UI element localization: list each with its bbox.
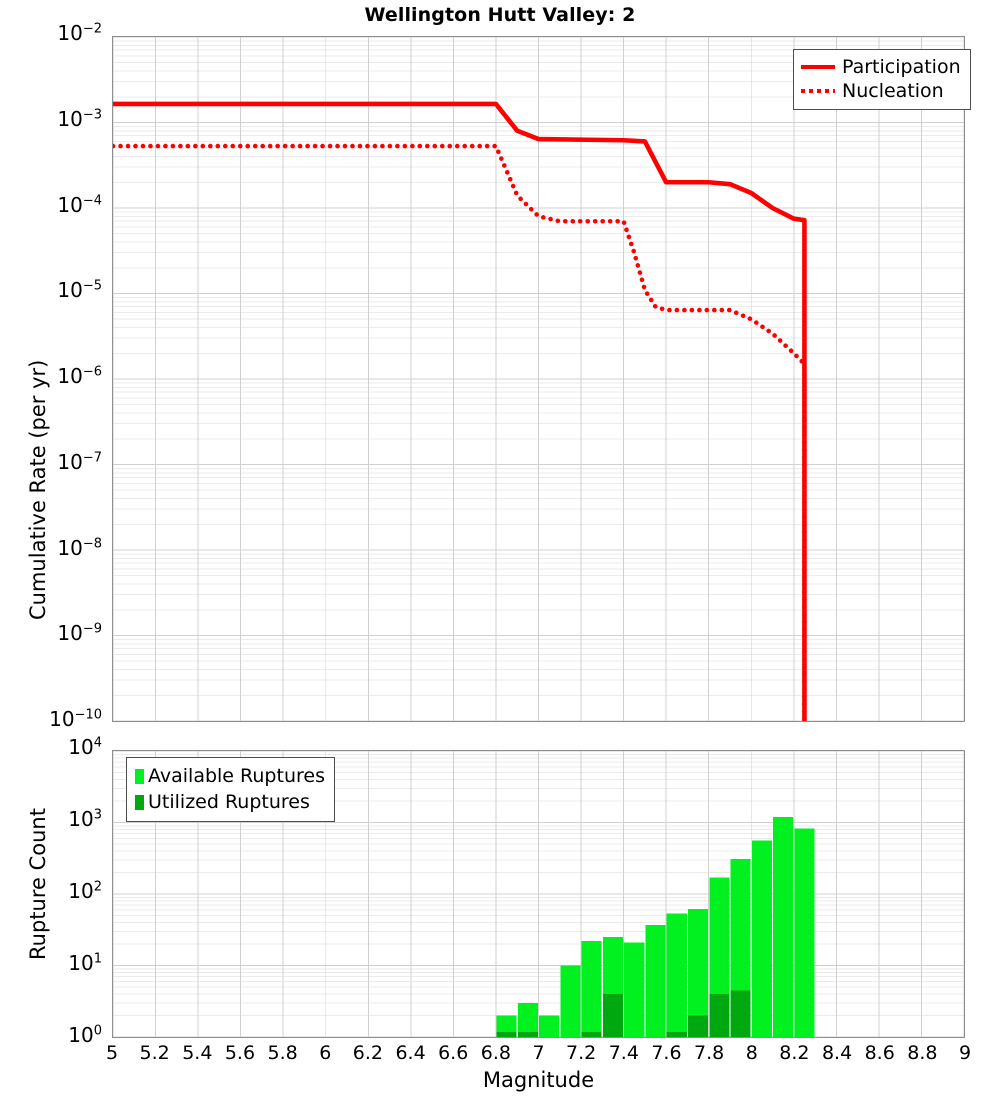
x-tick-label: 9 (958, 1042, 972, 1064)
y-tick-label: 102 (68, 879, 102, 903)
x-tick-label: 5.6 (224, 1042, 256, 1064)
x-tick-label: 5.2 (139, 1042, 170, 1064)
y-tick-label: 10−10 (49, 707, 102, 731)
x-tick-label: 7.4 (608, 1042, 639, 1064)
x-tick-label: 6.2 (352, 1042, 383, 1064)
legend-item-utilized-ruptures: Utilized Ruptures (134, 789, 325, 815)
cumulative-rate-plot (112, 36, 965, 722)
x-tick-label: 7 (532, 1042, 545, 1064)
y-tick-label: 10−7 (57, 449, 102, 474)
solid-line-icon (801, 65, 835, 69)
top-y-axis-title: Cumulative Rate (per yr) (26, 359, 50, 620)
x-tick-label: 7.6 (651, 1042, 682, 1064)
x-tick-label: 5.8 (267, 1042, 298, 1064)
y-tick-label: 10−9 (57, 621, 102, 646)
page-title: Wellington Hutt Valley: 2 (364, 4, 636, 26)
y-tick-label: 101 (68, 951, 102, 975)
y-tick-label: 104 (68, 735, 102, 759)
legend-label-nucleation: Nucleation (842, 79, 944, 102)
x-tick-label: 5 (105, 1042, 119, 1064)
x-tick-label: 6.6 (438, 1042, 469, 1064)
y-tick-label: 10−5 (57, 278, 102, 303)
y-tick-label: 10−3 (57, 106, 102, 131)
legend-item-nucleation: Nucleation (801, 79, 961, 103)
dotted-line-icon (801, 89, 835, 93)
x-tick-label: 7.2 (566, 1042, 597, 1064)
top-y-axis-ticks: 10−2 10−3 10−4 10−5 10−6 10−7 10−8 10−9 10−10 (0, 0, 108, 1100)
legend-label-participation: Participation (842, 55, 961, 78)
available-swatch-icon (135, 768, 144, 784)
x-tick-label: 8.2 (779, 1042, 810, 1064)
x-tick-label: 8 (745, 1042, 758, 1064)
x-axis-title: Magnitude (482, 1068, 595, 1092)
bottom-y-axis-ticks: 104 103 102 101 100 (0, 0, 108, 1100)
bar-legend: Available Ruptures Utilized Ruptures (126, 757, 335, 822)
utilized-swatch-icon (135, 794, 144, 810)
x-tick-label: 8.8 (907, 1042, 938, 1064)
legend-label-available-ruptures: Available Ruptures (148, 764, 325, 787)
legend-item-available-ruptures: Available Ruptures (134, 763, 325, 789)
x-tick-label: 5.4 (182, 1042, 213, 1064)
y-tick-label: 103 (68, 807, 102, 831)
legend-label-utilized-ruptures: Utilized Ruptures (148, 790, 310, 813)
cumulative-rate-svg (113, 37, 964, 721)
x-tick-label: 6.8 (480, 1042, 511, 1064)
x-tick-label: 8.4 (821, 1042, 853, 1064)
curve-legend: Participation Nucleation (793, 49, 971, 110)
x-tick-label: 7.8 (693, 1042, 725, 1064)
rupture-count-plot (112, 750, 965, 1038)
legend-item-participation: Participation (801, 55, 961, 79)
y-tick-label: 100 (68, 1023, 102, 1047)
y-tick-label: 10−8 (57, 535, 102, 560)
y-tick-label: 10−4 (57, 192, 102, 217)
y-tick-label: 10−2 (57, 21, 102, 45)
x-tick-label: 8.6 (864, 1042, 895, 1064)
y-tick-label: 10−6 (57, 364, 102, 388)
x-tick-label: 6 (319, 1042, 332, 1064)
bottom-y-axis-title: Rupture Count (26, 808, 50, 960)
x-tick-label: 6.4 (395, 1042, 426, 1064)
